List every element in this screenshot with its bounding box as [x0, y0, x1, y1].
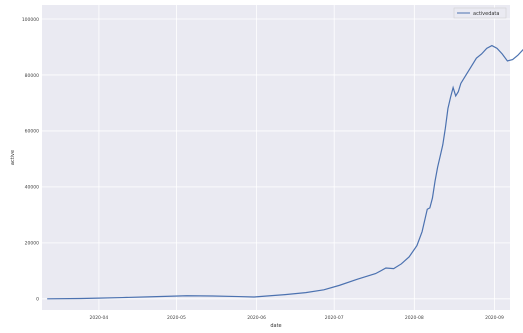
legend-label: activedata	[473, 11, 499, 17]
x-axis-label: date	[270, 323, 281, 329]
y-tick-label: 80000	[25, 73, 39, 79]
y-tick-label: 60000	[25, 129, 39, 135]
x-tick-label: 2020-06	[247, 315, 266, 321]
y-tick-label: 40000	[25, 185, 39, 191]
legend: activedata	[453, 7, 507, 19]
x-tick-label: 2020-04	[89, 315, 108, 321]
x-tick-label: 2020-09	[485, 315, 504, 321]
x-tick-label: 2020-08	[405, 315, 424, 321]
x-tick-label: 2020-07	[325, 315, 344, 321]
y-tick-label: 20000	[25, 241, 39, 247]
grid	[42, 5, 510, 310]
tick-labels: 2020-04 2020-05 2020-06 2020-07 2020-08 2020-…	[22, 17, 504, 321]
y-axis-label: active	[10, 150, 16, 165]
series-line-activedata	[47, 44, 523, 300]
legend-box	[453, 7, 507, 19]
plot-background	[42, 5, 510, 310]
y-tick-label: 0	[36, 297, 39, 303]
y-tick-label: 100000	[22, 17, 39, 23]
x-tick-label: 2020-05	[167, 315, 186, 321]
